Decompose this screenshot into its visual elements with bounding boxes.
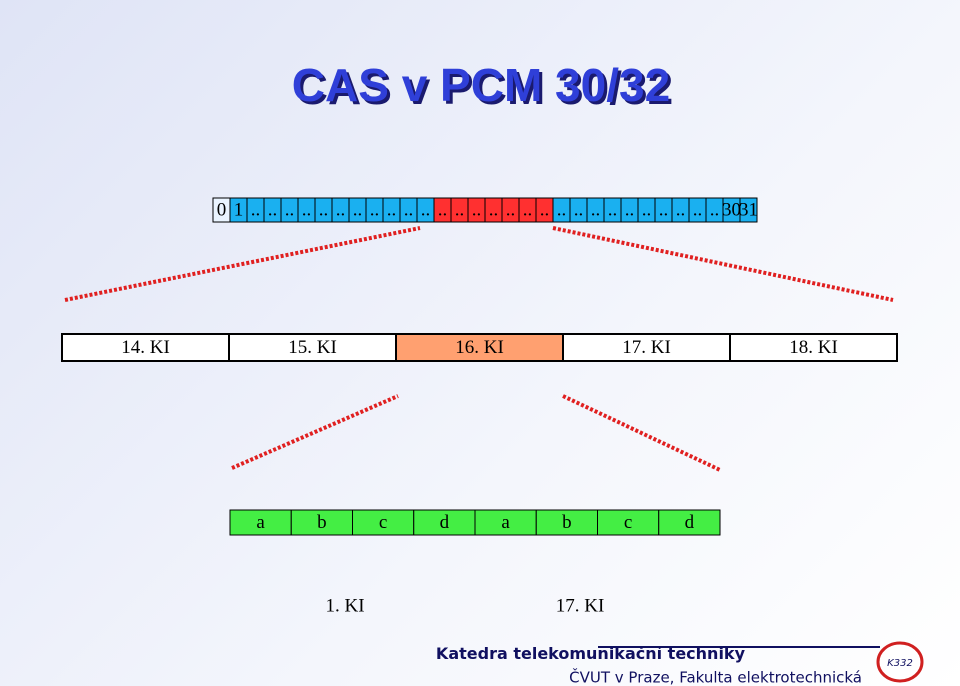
cell — [535, 509, 598, 536]
cell-label: b — [317, 512, 327, 533]
cell-label: .. — [251, 199, 261, 220]
cell-label: d — [685, 512, 695, 533]
cell-label: .. — [370, 199, 380, 220]
cell-label: .. — [387, 199, 397, 220]
cell-label: 1 — [234, 199, 244, 220]
cell-label: 30 — [722, 199, 741, 220]
rows: 0 1......................................… — [61, 197, 898, 616]
connector — [562, 394, 721, 472]
cell-label: .. — [404, 199, 414, 220]
cell — [395, 333, 564, 362]
cell — [658, 509, 721, 536]
cell-label: 15. KI — [288, 337, 337, 358]
department: Katedra telekomunikační techniky — [436, 644, 746, 663]
logo: K332 — [887, 658, 913, 669]
faculty: ČVUT v Praze, Fakulta elektrotechnická — [569, 668, 862, 686]
bit-label: 17. KI — [556, 595, 605, 616]
cell-label: c — [624, 512, 632, 533]
cell — [474, 509, 537, 536]
cell-label: 16. KI — [455, 337, 504, 358]
title-shadow: CAS v PCM 30/32 — [295, 62, 673, 114]
cell — [290, 509, 353, 536]
cell-label: .. — [268, 199, 278, 220]
cell-label: 31 — [739, 199, 758, 220]
cell-label: .. — [625, 199, 635, 220]
cell — [352, 509, 415, 536]
cell-label: .. — [319, 199, 329, 220]
cell — [228, 333, 397, 362]
logo-ring — [876, 641, 924, 683]
cell-label: 17. KI — [622, 337, 671, 358]
cell — [229, 509, 292, 536]
cell-label: .. — [574, 199, 584, 220]
cell-label: .. — [455, 199, 465, 220]
cell-label: .. — [285, 199, 295, 220]
cell-label: .. — [710, 199, 720, 220]
cell-label: .. — [591, 199, 601, 220]
cell-label: .. — [693, 199, 703, 220]
cell — [739, 197, 758, 223]
cell — [61, 333, 230, 362]
cell — [729, 333, 898, 362]
cell-label: d — [440, 512, 450, 533]
cell-label: .. — [540, 199, 550, 220]
title: CAS v PCM 30/32 — [292, 59, 670, 111]
cell-label: b — [562, 512, 572, 533]
cell-label: .. — [659, 199, 669, 220]
cell-label: .. — [353, 199, 363, 220]
cell-label: 0 — [217, 199, 227, 220]
cell-label: .. — [676, 199, 686, 220]
cell-label: .. — [608, 199, 618, 220]
cell — [413, 509, 476, 536]
cell-label: .. — [642, 199, 652, 220]
bit-label: 1. KI — [325, 595, 364, 616]
cell-label: a — [501, 512, 510, 533]
cell-label: .. — [506, 199, 516, 220]
connector — [64, 226, 421, 302]
cell-label: 18. KI — [789, 337, 838, 358]
cell-label: .. — [336, 199, 346, 220]
cell-label: c — [379, 512, 387, 533]
cell-label: .. — [421, 199, 431, 220]
cell-label: .. — [489, 199, 499, 220]
connector — [231, 394, 399, 470]
cell-label: .. — [523, 199, 533, 220]
connector — [552, 226, 894, 302]
cell-label: .. — [438, 199, 448, 220]
cell — [562, 333, 731, 362]
connectors — [64, 226, 894, 472]
cell-label: .. — [472, 199, 482, 220]
cell-label: .. — [557, 199, 567, 220]
cell-label: .. — [302, 199, 312, 220]
cell-label: a — [256, 512, 265, 533]
cell-label: 14. KI — [121, 337, 170, 358]
